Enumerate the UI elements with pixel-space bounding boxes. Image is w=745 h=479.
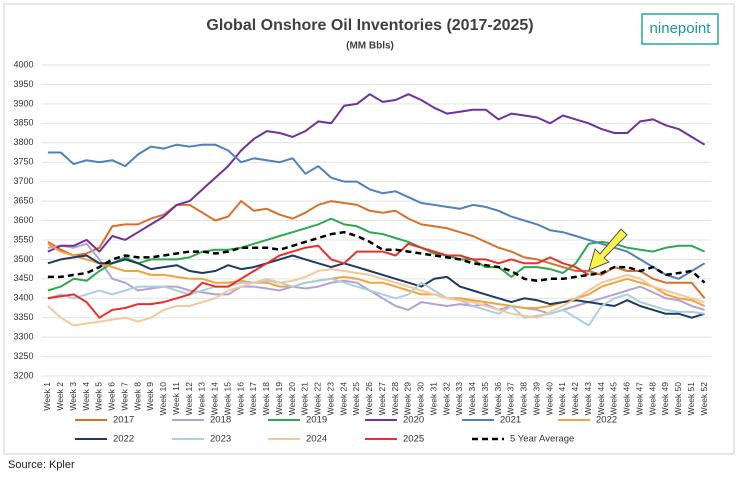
x-tick-label: Week 30	[416, 382, 426, 416]
x-tick-label: Week 39	[531, 382, 541, 416]
x-tick-label: Week 19	[274, 382, 284, 416]
x-tick-label: Week 5	[94, 382, 104, 411]
x-tick-label: Week 21	[300, 382, 310, 416]
y-tick-label: 4000	[13, 59, 33, 69]
x-tick-label: Week 3	[68, 382, 78, 411]
logo-box	[641, 13, 719, 45]
x-tick-label: Week 11	[171, 382, 181, 415]
x-tick-label: Week 16	[235, 382, 245, 416]
series-line	[47, 268, 705, 327]
chart-subtitle: (MM Bbls)	[346, 41, 394, 52]
x-tick-label: Week 40	[544, 382, 554, 416]
y-tick-label: 3850	[13, 118, 33, 128]
x-tick-label: Week 29	[403, 382, 413, 416]
series-line	[47, 242, 590, 319]
y-tick-label: 3800	[13, 137, 33, 147]
y-tick-label: 3600	[13, 215, 33, 225]
x-tick-label: Week 9	[145, 382, 155, 411]
y-tick-label: 3250	[13, 351, 33, 361]
series-line	[47, 277, 705, 327]
x-tick-label: Week 14	[210, 382, 220, 416]
x-tick-label: Week 8	[132, 382, 142, 411]
x-tick-label: Week 24	[338, 382, 348, 416]
x-tick-label: Week 1	[42, 382, 52, 411]
y-tick-label: 3950	[13, 79, 33, 89]
x-tick-label: Week 15	[222, 382, 232, 416]
series-line	[47, 93, 706, 253]
x-tick-label: Week 42	[570, 382, 580, 416]
x-tick-label: Week 51	[686, 382, 696, 416]
x-tick-label: Week 7	[119, 382, 129, 411]
legend-label: 2018	[210, 415, 231, 426]
y-tick-label: 3500	[13, 254, 33, 264]
legend-label: 2021	[500, 415, 521, 426]
series-line	[47, 254, 705, 319]
x-tick-label: Week 38	[519, 382, 529, 416]
x-tick-label: Week 13	[197, 382, 207, 416]
y-tick-label: 3650	[13, 195, 33, 205]
arrow-annotation	[588, 228, 628, 271]
legend-label: 2022	[113, 434, 134, 445]
x-tick-label: Week 52	[699, 382, 709, 416]
x-tick-label: Week 10	[158, 382, 168, 416]
y-tick-label: 3750	[13, 157, 33, 167]
y-tick-label: 3300	[13, 332, 33, 342]
x-tick-label: Week 23	[325, 382, 335, 416]
legend-label: 2019	[306, 415, 327, 426]
y-tick-label: 3900	[13, 98, 33, 108]
x-tick-label: Week 50	[673, 382, 683, 416]
x-tick-label: Week 20	[287, 382, 297, 416]
series-line	[47, 143, 706, 280]
x-tick-label: Week 28	[390, 382, 400, 416]
y-tick-label: 3200	[13, 370, 33, 380]
legend-label: 2023	[210, 434, 231, 445]
x-tick-label: Week 31	[428, 382, 438, 416]
x-tick-label: Week 48	[647, 382, 657, 416]
x-tick-label: Week 2	[55, 382, 65, 411]
x-tick-label: Week 25	[351, 382, 361, 416]
x-tick-label: Week 17	[248, 382, 258, 416]
series-line	[47, 242, 706, 309]
series-line	[47, 230, 706, 284]
x-tick-label: Week 32	[441, 382, 451, 416]
y-tick-label: 3700	[13, 176, 33, 186]
legend-label: 2025	[403, 434, 424, 445]
x-tick-label: Week 35	[480, 382, 490, 416]
x-tick-label: Week 47	[634, 382, 644, 416]
legend-label: 2017	[113, 415, 134, 426]
x-tick-label: Week 45	[609, 382, 619, 416]
x-tick-label: Week 26	[364, 382, 374, 416]
chart-title: Global Onshore Oil Inventories (2017-202…	[206, 17, 533, 34]
x-tick-label: Week 34	[467, 382, 477, 416]
x-tick-label: Week 36	[493, 382, 503, 416]
x-tick-label: Week 41	[557, 382, 567, 416]
x-tick-label: Week 49	[660, 382, 670, 416]
x-tick-label: Week 37	[506, 382, 516, 416]
source: Source: Kpler	[8, 459, 75, 471]
y-tick-label: 3350	[13, 312, 33, 322]
x-tick-label: Week 44	[596, 382, 606, 416]
legend-label: 2024	[306, 434, 327, 445]
x-tick-label: Week 22	[313, 382, 323, 416]
legend-label: 5 Year Average	[510, 434, 574, 445]
legend-label: 2020	[403, 415, 424, 426]
y-tick-label: 3450	[13, 273, 33, 283]
x-tick-label: Week 12	[184, 382, 194, 416]
y-tick-label: 3400	[13, 293, 33, 303]
chart-frame	[3, 3, 735, 455]
x-tick-label: Week 33	[454, 382, 464, 416]
x-tick-label: Week 46	[622, 382, 632, 416]
logo: ninepoint	[650, 20, 712, 37]
x-tick-label: Week 27	[377, 382, 387, 416]
x-tick-label: Week 6	[107, 382, 117, 411]
x-tick-label: Week 43	[583, 382, 593, 416]
x-tick-label: Week 18	[261, 382, 271, 416]
y-tick-label: 3550	[13, 234, 33, 244]
x-tick-label: Week 4	[81, 382, 91, 411]
legend-label: 2022	[596, 415, 617, 426]
